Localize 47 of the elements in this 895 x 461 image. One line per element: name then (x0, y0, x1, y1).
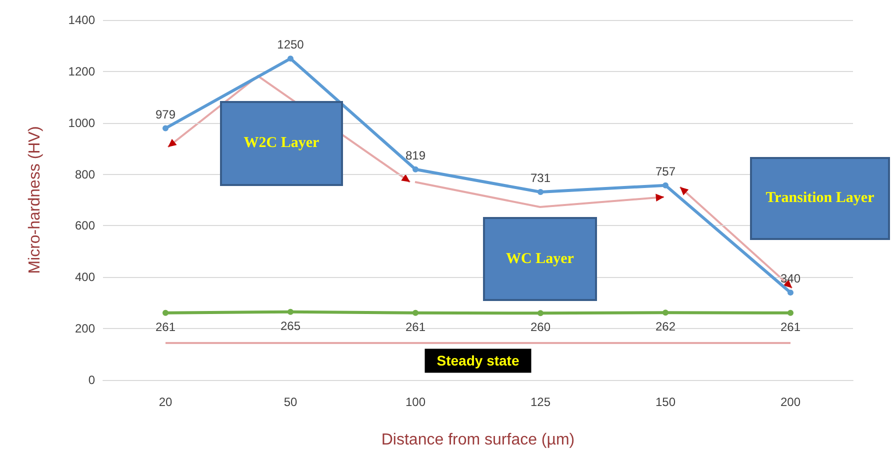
data-label: 819 (405, 148, 426, 162)
x-tick-label: 50 (284, 395, 298, 409)
point (788, 310, 794, 316)
point (288, 56, 294, 62)
data-label: 265 (280, 318, 301, 333)
annotation: WC Layer (506, 250, 574, 268)
y-tick-label: 1200 (68, 64, 96, 78)
y-tick-label: 600 (74, 218, 96, 233)
data-label: 261 (780, 320, 801, 334)
ref-line-label: Steady state (436, 352, 520, 369)
point (412, 166, 418, 172)
data-label: 260 (530, 320, 551, 334)
point (412, 310, 418, 316)
data-label: 1250 (277, 38, 304, 52)
data-label: 262 (655, 320, 676, 334)
point (662, 182, 668, 188)
x-tick-label: 125 (530, 395, 551, 409)
point (538, 310, 544, 316)
x-tick-label: 100 (405, 395, 426, 409)
data-label: 340 (780, 272, 801, 286)
data-label: 757 (655, 164, 676, 178)
y-tick-label: 200 (74, 322, 96, 336)
data-label: 261 (405, 320, 426, 334)
y-tick-label: 1400 (68, 13, 96, 27)
x-axis-title: Distance from surface (µm) (381, 432, 575, 448)
annotation: W2C Layer (244, 135, 320, 152)
annotation: Transition Layer (766, 190, 874, 207)
point (662, 310, 668, 316)
y-tick-label: 400 (74, 270, 96, 284)
point (288, 308, 294, 315)
data-label: 261 (155, 320, 176, 334)
text-box: Transition Layer (750, 157, 890, 240)
x-tick-label: 200 (780, 395, 801, 409)
point (162, 310, 168, 316)
point (538, 189, 544, 196)
point (788, 290, 794, 296)
y-tick-label: 1000 (68, 116, 96, 130)
x-tick-label: 150 (655, 395, 676, 409)
data-label: 979 (155, 107, 176, 122)
text-box: WC Layer (483, 217, 597, 301)
x-tick-label: 20 (158, 395, 172, 409)
y-tick-label: 800 (74, 167, 96, 182)
y-tick-label: 0 (88, 373, 96, 387)
text-box: W2C Layer (220, 101, 343, 186)
data-label: 731 (530, 171, 551, 186)
point (162, 125, 168, 132)
y-axis-title: Micro-hardness (HV) (26, 126, 44, 274)
